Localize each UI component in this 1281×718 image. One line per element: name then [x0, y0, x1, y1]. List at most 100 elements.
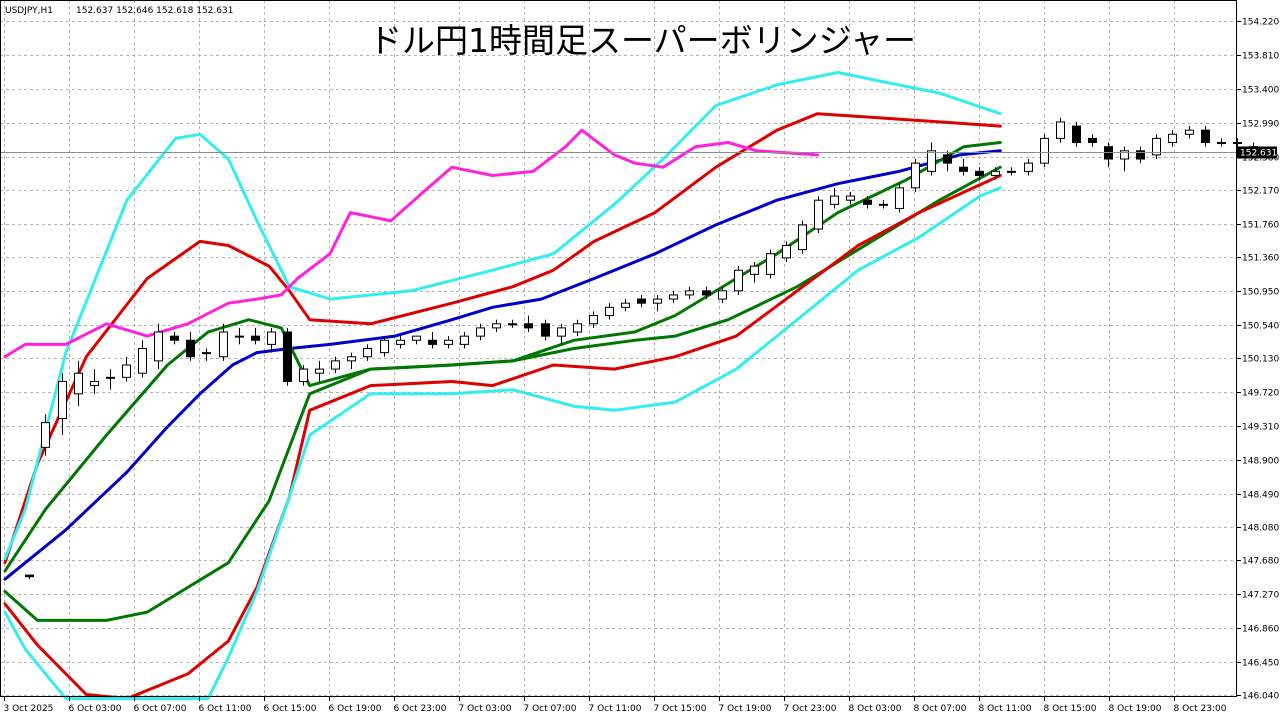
- candle-body: [476, 327, 485, 337]
- current-price-label: 152.631: [1240, 149, 1277, 159]
- time-tick-label: 7 Oct 23:00: [784, 704, 837, 714]
- candle-body: [396, 339, 405, 345]
- time-tick-label: 7 Oct 11:00: [589, 704, 642, 714]
- price-tick-label: 151.760: [1242, 221, 1279, 231]
- candle-body: [74, 372, 83, 395]
- candle-body: [750, 265, 759, 275]
- candle-body: [122, 364, 131, 378]
- candle-body: [1007, 170, 1016, 173]
- candle-body: [911, 162, 920, 189]
- time-tick-label: 6 Oct 23:00: [394, 704, 447, 714]
- candle-body: [1152, 137, 1161, 156]
- time-tick-label: 6 Oct 11:00: [199, 704, 252, 714]
- price-tick-label: 147.270: [1242, 591, 1279, 601]
- price-tick-label: 153.400: [1242, 86, 1279, 96]
- candle-body: [186, 339, 195, 358]
- candle-body: [444, 339, 453, 345]
- candle-body: [846, 195, 855, 201]
- candle-body: [734, 269, 743, 292]
- candle-body: [315, 368, 324, 374]
- price-tick-label: 148.080: [1242, 524, 1279, 534]
- candle-body: [1168, 133, 1177, 144]
- candle-body: [90, 380, 99, 387]
- candle-body: [1120, 150, 1129, 160]
- band-line: [3, 128, 819, 359]
- candle-body: [766, 253, 775, 275]
- candle-body: [299, 368, 308, 382]
- candle-body: [106, 376, 115, 379]
- current-price-tag: [1237, 146, 1277, 159]
- candle-body: [251, 335, 260, 341]
- chart-title: ドル円1時間足スーパーボリンジャー: [369, 21, 916, 60]
- price-tick-label: 147.680: [1242, 557, 1279, 567]
- candle-body: [1201, 129, 1210, 144]
- candle-body: [975, 170, 984, 176]
- candle-body: [58, 380, 67, 420]
- price-tick-label: 152.170: [1242, 187, 1279, 197]
- band-line: [3, 112, 1002, 565]
- candle-body: [1088, 137, 1097, 144]
- candle-body: [879, 203, 888, 206]
- candle-body: [460, 335, 469, 345]
- time-axis: 3 Oct 2025 6 Oct 03:00 6 Oct 07:00 6 Oct 11…: [4, 697, 1227, 714]
- price-tick-label: 148.900: [1242, 457, 1279, 467]
- candle-body: [154, 331, 163, 362]
- candle-body: [959, 166, 968, 172]
- ohlc-values: 152.637 152.646 152.618 152.631: [76, 6, 233, 16]
- candle-body: [41, 422, 50, 448]
- candle-body: [508, 323, 517, 326]
- time-tick-label: 6 Oct 03:00: [69, 704, 122, 714]
- price-tick-label: 151.360: [1242, 254, 1279, 264]
- band-lines: [3, 71, 1002, 701]
- time-tick-label: 6 Oct 07:00: [134, 704, 187, 714]
- candle-body: [589, 315, 598, 325]
- candle-body: [25, 574, 34, 578]
- candle-body: [718, 290, 727, 300]
- band-line: [3, 174, 1002, 701]
- candle-body: [1040, 137, 1049, 164]
- price-tick-label: 150.950: [1242, 288, 1279, 298]
- candle-body: [991, 170, 1000, 176]
- candle-body: [702, 290, 711, 296]
- candle-body: [653, 298, 662, 304]
- price-tick-label: 149.310: [1242, 423, 1279, 433]
- price-tick-label: 146.450: [1242, 659, 1279, 669]
- plot-frame: [0, 0, 1237, 697]
- candle-body: [1056, 121, 1065, 139]
- time-tick-label: 8 Oct 07:00: [914, 704, 967, 714]
- candle-body: [1233, 142, 1242, 145]
- candle-body: [524, 323, 533, 329]
- time-tick-label: 7 Oct 07:00: [524, 704, 577, 714]
- candle-body: [202, 352, 211, 355]
- candle-body: [1136, 150, 1145, 160]
- candle-body: [380, 339, 389, 354]
- candle-body: [943, 154, 952, 164]
- time-tick-label: 7 Oct 15:00: [654, 704, 707, 714]
- price-tick-label: 150.130: [1242, 355, 1279, 365]
- candle-body: [138, 348, 147, 374]
- candle-body: [492, 323, 501, 329]
- candle-body: [1217, 142, 1226, 145]
- candle-body: [428, 339, 437, 345]
- candle-body: [170, 335, 179, 341]
- candle-body: [541, 323, 550, 337]
- candle-body: [557, 327, 566, 337]
- candle-body: [412, 335, 421, 341]
- band-line: [3, 186, 1002, 701]
- price-tick-label: 149.720: [1242, 389, 1279, 399]
- band-line: [3, 71, 1002, 561]
- band-line: [3, 165, 1002, 622]
- price-tick-label: 146.860: [1242, 625, 1279, 635]
- candle-body: [782, 245, 791, 259]
- candle-body: [331, 360, 340, 370]
- time-tick-label: 8 Oct 03:00: [849, 704, 902, 714]
- price-tick-label: 146.040: [1242, 692, 1279, 702]
- time-tick-label: 7 Oct 19:00: [719, 704, 772, 714]
- candle-body: [895, 187, 904, 209]
- symbol-label: USDJPY,H1: [5, 6, 53, 16]
- price-tick-label: 152.990: [1242, 120, 1279, 130]
- candle-body: [814, 199, 823, 230]
- candle-body: [1072, 125, 1081, 144]
- candles: [25, 117, 1258, 580]
